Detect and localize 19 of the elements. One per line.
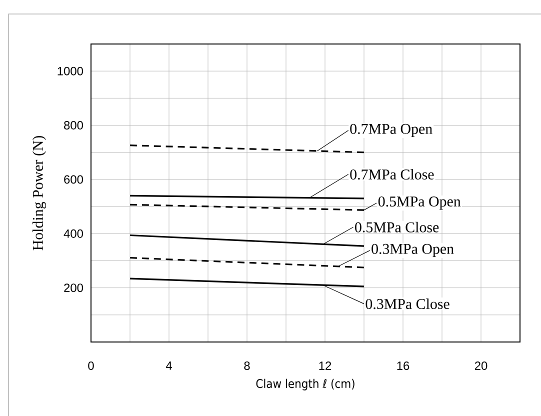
annotation: 0.5MPa Close — [355, 222, 439, 232]
y-tick-label: 400 — [64, 229, 84, 238]
x-tick-label: 4 — [166, 362, 172, 370]
annotation: 0.3MPa Close — [366, 298, 450, 310]
x-tick-label: 20 — [474, 362, 488, 370]
annotation: 0.7MPa Close — [350, 169, 434, 180]
y-axis-title: Holding Power (N) — [32, 136, 46, 250]
y-tick-label: 600 — [64, 175, 84, 184]
y-tick-label: 800 — [64, 121, 84, 130]
x-tick-label: 12 — [319, 362, 332, 370]
x-tick-label: 0 — [88, 362, 94, 370]
x-tick-label: 16 — [397, 362, 410, 370]
annotation: 0.3MPa Open — [372, 244, 454, 257]
x-axis-title: Claw length ℓ (cm) — [256, 378, 354, 390]
annotation: 0.5MPa Open — [378, 196, 461, 210]
annotation: 0.7MPa Open — [350, 124, 432, 137]
x-tick-label: 8 — [244, 362, 250, 370]
y-tick-label: 200 — [64, 284, 84, 292]
y-tick-label: 1000 — [58, 66, 84, 76]
